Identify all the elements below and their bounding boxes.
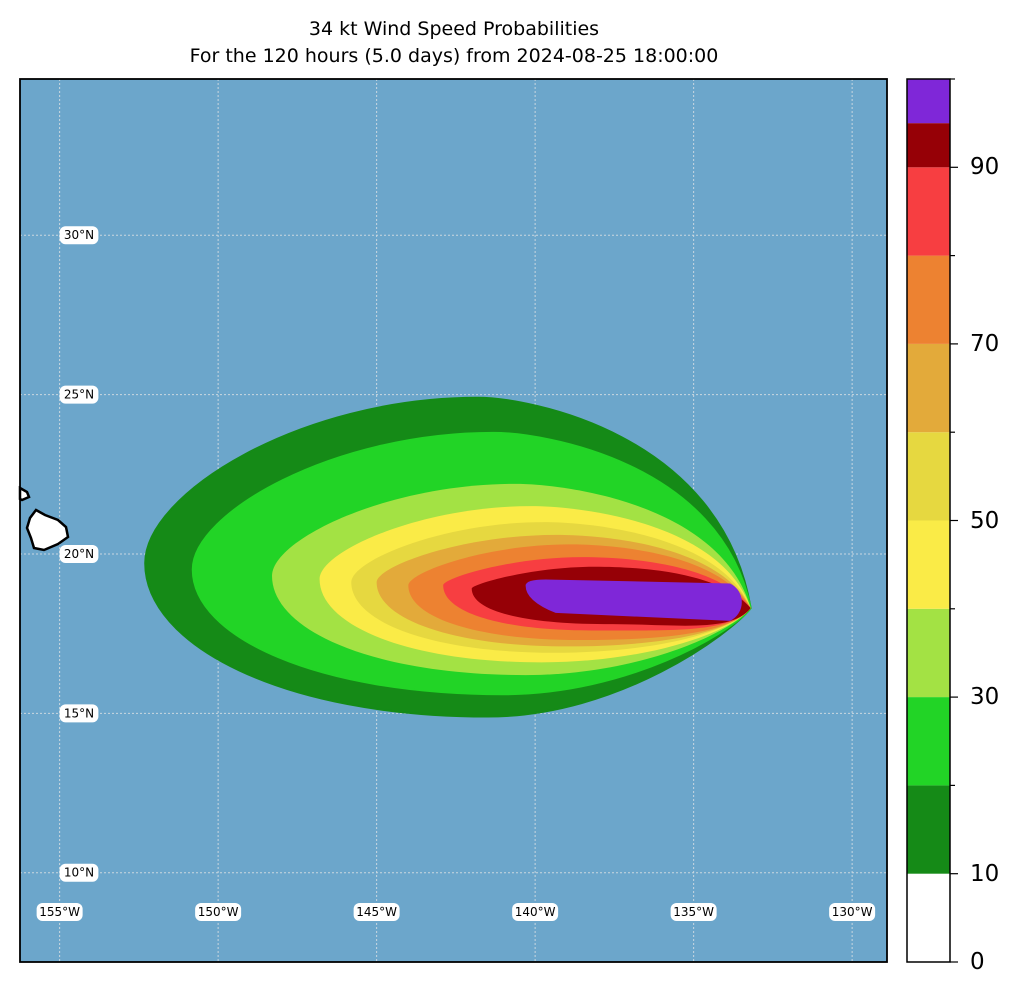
colorbar-bin-50	[907, 432, 950, 521]
lat-label-box	[59, 863, 99, 882]
colorbar-tick-label: 90	[970, 154, 1000, 181]
colorbar-bin-20	[907, 697, 950, 786]
lon-label: 150°W	[198, 905, 239, 919]
lon-label: 145°W	[356, 905, 397, 919]
big-island	[25, 508, 70, 552]
lon-label: 135°W	[673, 905, 714, 919]
chart-title: 34 kt Wind Speed Probabilities	[308, 18, 600, 40]
lon-label-box	[36, 903, 83, 921]
colorbar-tick-label: 0	[970, 949, 985, 975]
colorbar-bin-60	[907, 343, 950, 433]
lon-label-box	[195, 903, 242, 921]
lat-label: 25°N	[64, 388, 94, 402]
lon-label-box	[829, 903, 876, 921]
lat-label: 10°N	[64, 866, 94, 880]
lon-label-box	[512, 903, 559, 921]
colorbar-bin-80	[907, 167, 950, 256]
colorbar	[906, 78, 958, 963]
chart-subtitle: For the 120 hours (5.0 days) from 2024-0…	[189, 45, 719, 67]
lat-label-box	[59, 226, 99, 245]
probability-contour-90	[525, 579, 742, 621]
lat-label: 15°N	[64, 706, 94, 720]
colorbar-bin-0	[907, 873, 950, 962]
lon-label: 140°W	[515, 905, 556, 919]
colorbar-bin-30	[907, 608, 950, 698]
lat-label: 30°N	[64, 228, 94, 242]
colorbar-bin-40	[907, 520, 950, 609]
lat-label-box	[59, 544, 99, 563]
colorbar-bin-95	[907, 79, 950, 124]
colorbar-tick-label: 50	[970, 507, 1000, 534]
lon-label-box	[353, 903, 400, 921]
colorbar-tick-label: 30	[970, 684, 1000, 711]
colorbar-tick-label: 70	[970, 330, 1000, 357]
colorbar-bin-10	[907, 785, 950, 874]
lon-label-box	[670, 903, 717, 921]
map-frame	[19, 78, 888, 963]
axis-labels: 30°N 25°N 20°N 15°N 10°N 155°W 150°W 145°W 140°W…	[36, 226, 876, 921]
colorbar-bin-70	[907, 255, 950, 344]
lon-label: 155°W	[39, 905, 80, 919]
probability-swath	[144, 396, 752, 718]
lat-label: 20°N	[64, 547, 94, 561]
colorbar-bin-90	[907, 123, 950, 168]
lat-label-box	[59, 385, 99, 404]
lon-label: 130°W	[832, 905, 873, 919]
colorbar-tick-label: 10	[970, 860, 1000, 887]
lat-label-box	[59, 704, 99, 723]
